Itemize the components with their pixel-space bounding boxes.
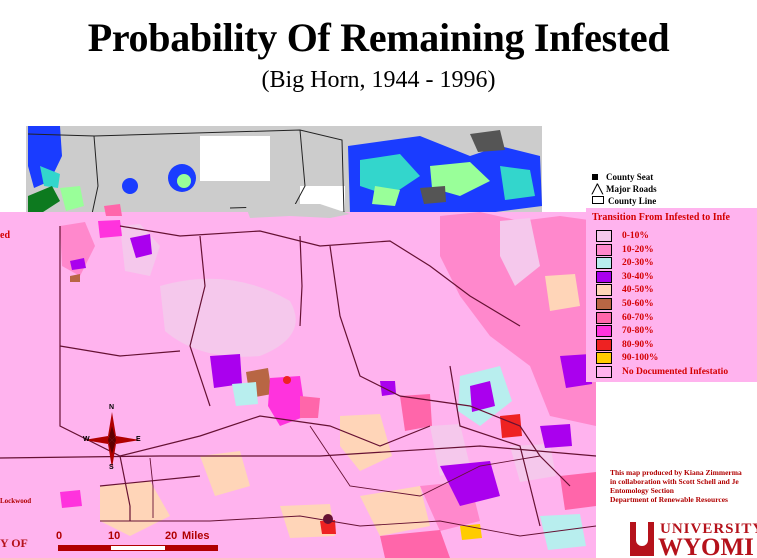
- legend-class-label: 70-80%: [622, 326, 654, 337]
- compass-n-label: N: [109, 404, 115, 411]
- legend-class-label: 20-30%: [622, 258, 654, 269]
- legend-class-label: 30-40%: [622, 271, 654, 282]
- map-title: Probability Of Remaining Infested: [87, 15, 670, 60]
- legend-swatch: [596, 270, 612, 283]
- compass-rose: N S W E: [80, 404, 144, 472]
- county-boundaries: [0, 225, 597, 527]
- credit-line-4: Department of Renewable Resources: [610, 495, 728, 504]
- legend-swatch: [596, 311, 612, 324]
- legend-swatch: [596, 352, 612, 365]
- legend-title: Transition From Infested to Infe: [592, 212, 730, 223]
- legend-swatch: [596, 284, 612, 297]
- credit-line-1: This map produced by Kiana Zimmerma: [610, 468, 742, 477]
- legend-class-row: 20-30%: [596, 257, 654, 270]
- legend-swatch: [596, 230, 612, 242]
- map-subtitle: (Big Horn, 1944 - 1996): [261, 67, 496, 93]
- legend-feature-county-seat: County Seat: [592, 172, 653, 182]
- legend-feature-county-line: County Line: [592, 196, 656, 206]
- lower-map-layer: [0, 204, 596, 558]
- left-credit-fragment: Lockwood: [0, 497, 32, 505]
- legend-class-row: 60-70%: [596, 311, 654, 324]
- legend-swatch: [596, 366, 612, 378]
- legend-swatch: [596, 298, 612, 310]
- legend-feature-major-roads: ╱╲ Major Roads: [592, 184, 657, 194]
- county-seat-marker: [323, 514, 333, 524]
- university-logo-mark: [630, 522, 654, 556]
- logo-wyoming-text: WYOMI: [658, 534, 754, 558]
- legend-class-row: 0-10%: [596, 230, 649, 242]
- legend-class-label: 10-20%: [622, 244, 654, 255]
- credit-line-2: in collaboration with Scott Schell and J…: [610, 477, 739, 486]
- legend-class-row: No Documented Infestatio: [596, 366, 728, 378]
- compass-s-label: S: [109, 464, 114, 471]
- left-logo-fragment: Y OF: [0, 536, 28, 550]
- infestation-map: [0, 126, 597, 558]
- legend-class-label: 40-50%: [622, 285, 654, 296]
- legend-classes-panel: Transition From Infested to Infe 0-10% 10…: [586, 208, 757, 382]
- legend-class-row: 70-80%: [596, 325, 654, 338]
- legend-class-label: 50-60%: [622, 299, 654, 310]
- legend-swatch: [596, 325, 612, 338]
- legend-class-row: 10-20%: [596, 243, 654, 256]
- scale-bar-graphic: [58, 545, 218, 551]
- road-icon: ╱╲: [592, 184, 603, 194]
- compass-e-label: E: [136, 436, 141, 443]
- logo-university-text: UNIVERSITY: [660, 521, 757, 537]
- legend-class-row: 40-50%: [596, 284, 654, 297]
- legend-class-row: 30-40%: [596, 270, 654, 283]
- scale-bar: 0 10 20 Miles: [52, 530, 232, 558]
- credit-line-3: Entomology Section: [610, 486, 674, 495]
- legend-swatch: [596, 338, 612, 351]
- upper-map-layer: [26, 126, 542, 215]
- map-credit: This map produced by Kiana Zimmerma in c…: [610, 468, 757, 504]
- left-legend-fragment: ed: [0, 230, 10, 241]
- scale-tick-20: 20: [165, 530, 178, 542]
- legend-class-label: 80-90%: [622, 339, 654, 350]
- county-seat-icon: [592, 174, 598, 180]
- legend-class-label: 90-100%: [622, 353, 659, 364]
- county-line-icon: [592, 196, 604, 204]
- legend-class-row: 50-60%: [596, 298, 654, 310]
- scale-tick-0: 0: [56, 530, 63, 542]
- map-legend: County Seat ╱╲ Major Roads County Line Tr…: [586, 172, 757, 382]
- legend-class-row: 80-90%: [596, 338, 654, 351]
- scale-tick-10: 10: [108, 530, 121, 542]
- compass-w-label: W: [83, 436, 90, 443]
- legend-class-label: 0-10%: [622, 231, 649, 242]
- scale-unit: Miles: [182, 530, 210, 542]
- legend-class-row: 90-100%: [596, 352, 659, 365]
- legend-class-label: No Documented Infestatio: [622, 367, 729, 378]
- legend-class-label: 60-70%: [622, 312, 654, 323]
- legend-swatch: [596, 257, 612, 270]
- major-roads: [100, 425, 597, 537]
- university-logo: UNIVERSITY WYOMI: [628, 520, 757, 558]
- legend-swatch: [596, 243, 612, 256]
